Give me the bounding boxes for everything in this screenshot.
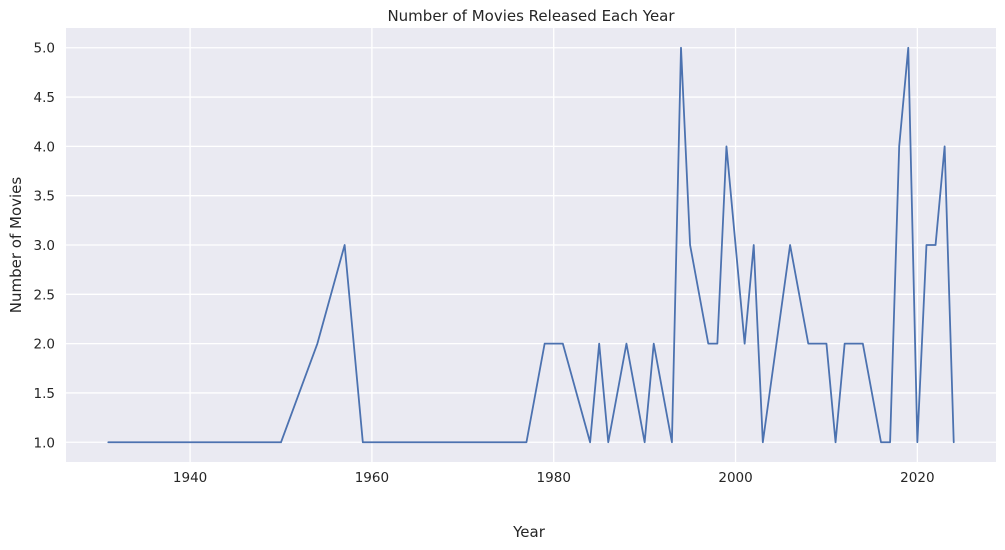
chart-title: Number of Movies Released Each Year	[387, 7, 675, 25]
x-axis-title: Year	[512, 523, 546, 541]
series-layer	[107, 46, 955, 444]
y-tick-label: 4.5	[34, 90, 55, 106]
x-tick-label: 1960	[355, 470, 389, 486]
x-tick-label: 1980	[537, 470, 571, 486]
y-tick-label: 2.5	[34, 287, 55, 303]
x-tick-label: 2020	[900, 470, 934, 486]
y-tick-label: 3.0	[34, 238, 55, 254]
y-tick-label: 1.0	[34, 435, 55, 451]
y-tick-labels: 1.0 1.5 2.0 2.5 3.0 3.5 4.0 4.5 5.0	[34, 41, 55, 452]
x-tick-label: 1940	[173, 470, 207, 486]
y-tick-label: 4.0	[34, 139, 55, 155]
x-tick-label: 2000	[718, 470, 752, 486]
y-tick-label: 1.5	[34, 386, 55, 402]
series-line	[107, 46, 955, 444]
y-gridlines	[66, 47, 996, 443]
y-tick-label: 5.0	[34, 41, 55, 57]
y-tick-label: 2.0	[34, 337, 55, 353]
x-tick-labels: 1940 1960 1980 2000 2020	[173, 470, 935, 486]
y-tick-label: 3.5	[34, 189, 55, 205]
y-axis-title: Number of Movies	[7, 177, 25, 314]
